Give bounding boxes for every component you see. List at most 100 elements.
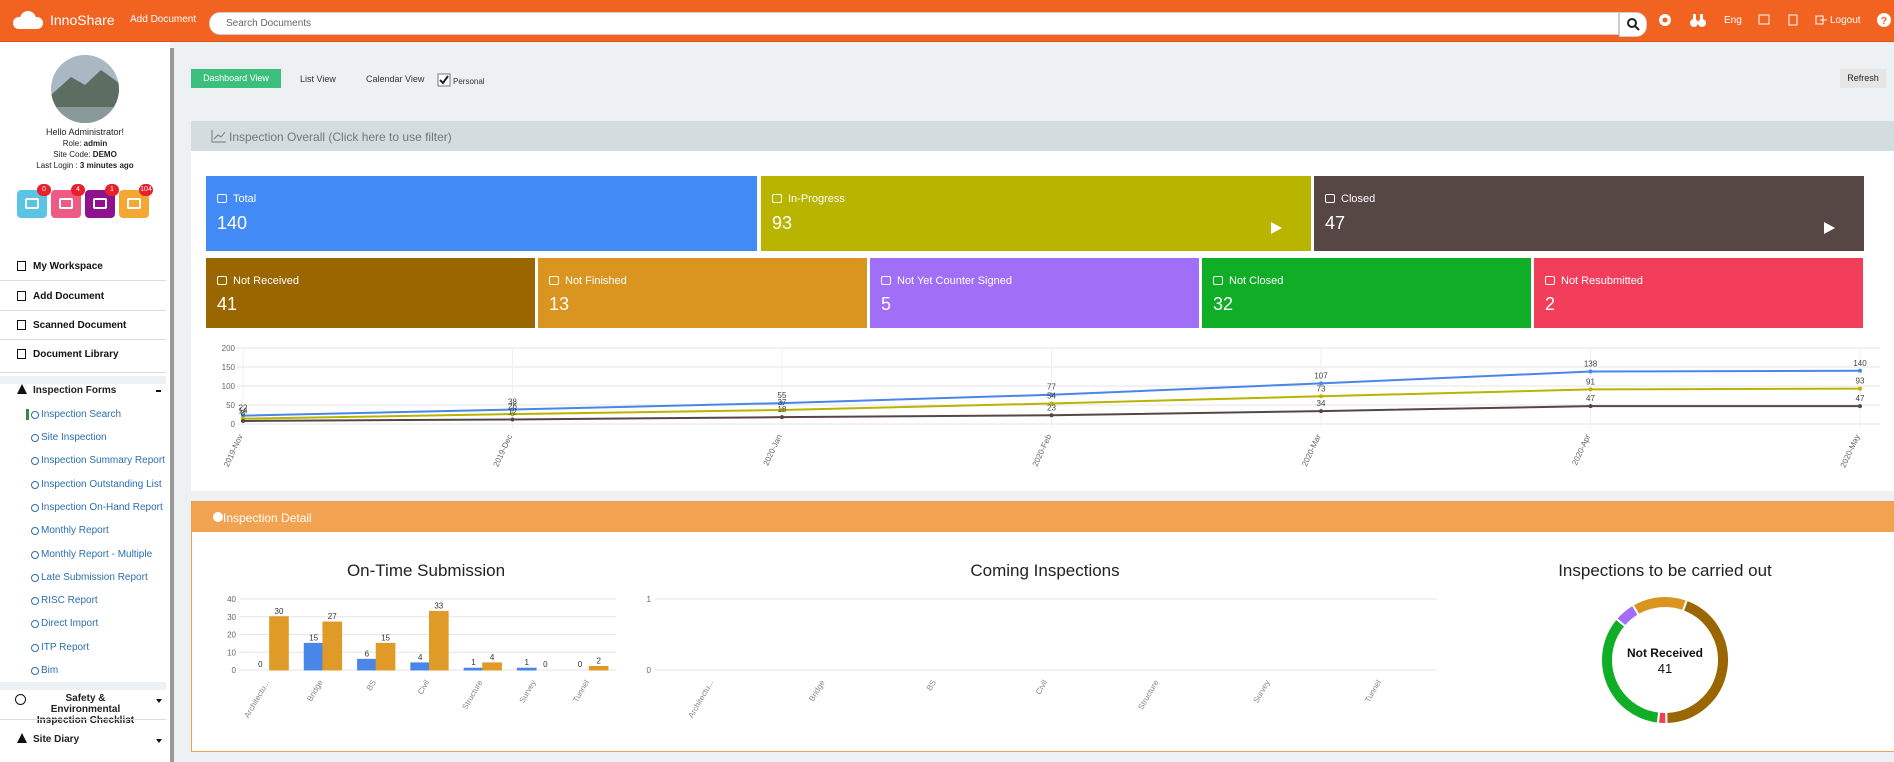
logout[interactable]: Logout	[1830, 15, 1861, 26]
section-separator	[0, 376, 166, 384]
logo-icon	[13, 11, 43, 29]
sub-item[interactable]: Late Submission Report	[41, 572, 148, 583]
warning-icon	[17, 384, 27, 394]
badge: 104	[139, 184, 153, 196]
nav-item[interactable]: Document Library	[0, 349, 166, 373]
personal-label: Personal	[453, 77, 485, 86]
sub-item[interactable]: ITP Report	[41, 642, 90, 653]
sub-item[interactable]: Inspection Outstanding List	[41, 479, 162, 490]
quick-icon[interactable]	[85, 190, 115, 218]
calendar-view-tab[interactable]: Calendar View	[366, 74, 425, 84]
logout-icon[interactable]	[1815, 14, 1827, 26]
sub-item[interactable]: Inspection Summary Report	[41, 455, 165, 466]
active-marker	[26, 409, 29, 420]
greeting: Hello Administrator!	[45, 127, 125, 137]
card-value: 5	[881, 294, 892, 314]
sub-item[interactable]: Bim	[41, 665, 59, 676]
nav-icon	[17, 320, 26, 330]
collapse-caret	[156, 739, 162, 743]
card-value: 2	[1545, 294, 1556, 314]
info-icon	[15, 694, 26, 705]
card-label: Not Yet Counter Signed	[897, 275, 1012, 287]
card-label: Not Resubmitted	[1561, 275, 1643, 287]
card-value: 47	[1325, 213, 1346, 233]
flag-icon[interactable]	[1758, 14, 1770, 26]
sub-item[interactable]: Inspection On-Hand Report	[41, 502, 163, 513]
card-icon	[1545, 276, 1555, 285]
stat-card[interactable]: In-Progress 93	[761, 176, 1311, 251]
nav-section[interactable]: Site Diary	[33, 734, 80, 745]
detail-title: Inspection Detail	[223, 511, 312, 525]
card-value: 13	[549, 294, 570, 314]
icon-glyph	[127, 198, 141, 209]
warning-icon	[17, 733, 27, 743]
dashboard-view-tab[interactable]: Dashboard View	[191, 69, 281, 88]
refresh-button[interactable]: Refresh	[1840, 69, 1886, 88]
nav-item[interactable]: Add Document	[0, 291, 166, 311]
last-login: 3 minutes ago	[79, 161, 134, 170]
search-icon	[31, 504, 39, 512]
personal-checkbox[interactable]	[437, 73, 451, 87]
nav-section[interactable]: Safety & Environmental Inspection Checkl…	[36, 693, 135, 726]
site-code-line: Site Code: DEMO	[0, 149, 170, 160]
add-document-link[interactable]: Add Document	[130, 14, 197, 25]
doc-icon[interactable]	[1787, 14, 1799, 26]
stat-card[interactable]: Not Resubmitted 2	[1534, 258, 1863, 328]
search-icon	[31, 411, 39, 419]
stat-card[interactable]: Closed 47	[1314, 176, 1864, 251]
badge: 1	[105, 184, 119, 196]
card-value: 140	[217, 213, 248, 233]
last-login-line: Last Login : 3 minutes ago	[0, 160, 170, 171]
sub-item[interactable]: Site Inspection	[41, 432, 107, 443]
search-icon	[31, 574, 39, 582]
nav-section[interactable]: Inspection Forms	[33, 385, 117, 396]
nav-icon	[17, 291, 26, 301]
card-icon	[549, 276, 559, 285]
stat-card[interactable]: Not Closed 32	[1202, 258, 1531, 328]
settings-icon[interactable]	[1657, 12, 1673, 28]
profile-info: Hello Administrator! Role: admin Site Co…	[0, 127, 170, 171]
list-view-tab[interactable]: List View	[300, 74, 336, 84]
badge: 0	[37, 184, 51, 196]
search-icon	[31, 620, 39, 628]
stat-card[interactable]: Total 140	[206, 176, 757, 251]
card-icon	[217, 194, 227, 203]
sub-item[interactable]: RISC Report	[41, 595, 98, 606]
card-label: Total	[233, 193, 257, 205]
scrollbar	[170, 48, 174, 762]
card-label: Not Finished	[565, 275, 627, 287]
overall-header[interactable]: Inspection Overall (Click here to use fi…	[191, 121, 1894, 151]
nav-item[interactable]: My Workspace	[0, 261, 166, 281]
binoculars-icon[interactable]	[1690, 12, 1706, 28]
help-icon[interactable]: ?	[1876, 12, 1892, 28]
search-icon	[31, 667, 39, 675]
detail-header[interactable]: Inspection Detail	[192, 502, 1894, 532]
sub-item[interactable]: Inspection Search	[41, 409, 122, 420]
role-line: Role: admin	[0, 138, 170, 149]
last-login-label: Last Login :	[36, 161, 78, 170]
search-placeholder: Search Documents	[226, 18, 312, 29]
icon-glyph	[93, 198, 107, 209]
search-box[interactable]: Search Documents	[209, 12, 1619, 35]
overall-title: Inspection Overall (Click here to use fi…	[229, 130, 452, 144]
search-icon	[31, 644, 39, 652]
detail-panel	[191, 501, 1894, 752]
stat-card[interactable]: Not Received 41	[206, 258, 535, 328]
sub-item[interactable]: Monthly Report - Multiple	[41, 549, 153, 560]
sub-item[interactable]: Monthly Report	[41, 525, 109, 536]
stat-card[interactable]: Not Yet Counter Signed 5	[870, 258, 1199, 328]
card-label: Not Received	[233, 275, 300, 287]
section-separator	[0, 682, 166, 690]
nav-item[interactable]: Scanned Document	[0, 320, 166, 340]
stat-card[interactable]: Not Finished 13	[538, 258, 867, 328]
section-separator	[0, 719, 166, 720]
brand[interactable]: InnoShare	[50, 12, 115, 28]
card-icon	[772, 194, 782, 203]
svg-text:?: ?	[1881, 16, 1887, 27]
sub-item[interactable]: Direct Import	[41, 618, 99, 629]
language[interactable]: Eng	[1724, 15, 1742, 26]
search-button[interactable]	[1619, 12, 1647, 37]
icon-glyph	[25, 198, 39, 209]
card-label: In-Progress	[788, 193, 845, 205]
